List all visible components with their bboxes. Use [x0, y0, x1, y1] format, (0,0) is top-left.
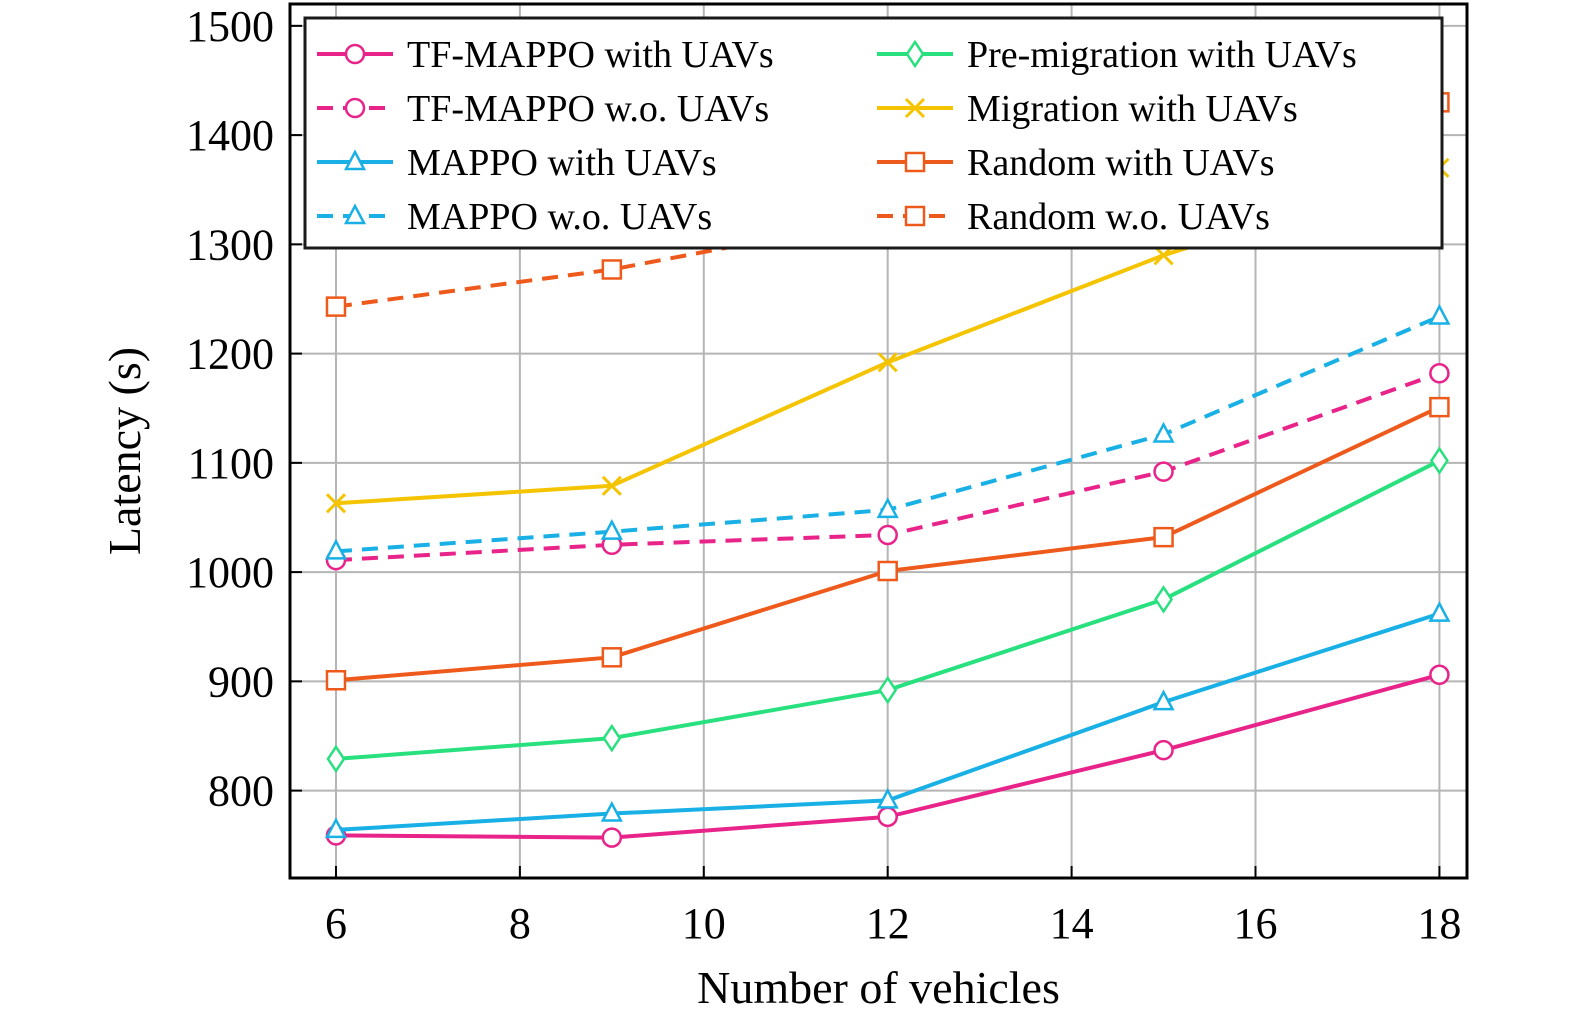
x-tick-label: 14 — [1050, 899, 1094, 948]
y-tick-label: 1400 — [186, 111, 274, 160]
legend-label: TF-MAPPO w.o. UAVs — [407, 88, 769, 130]
data-point — [601, 827, 623, 848]
legend-label: Migration with UAVs — [967, 88, 1298, 130]
legend-label: Random with UAVs — [967, 142, 1275, 184]
data-point — [600, 800, 623, 822]
data-point — [1429, 363, 1450, 384]
y-tick-label: 1500 — [186, 2, 274, 51]
legend-marker — [343, 203, 367, 225]
plot-frame — [288, 2, 1469, 880]
y-tick-label: 900 — [208, 657, 274, 706]
data-point — [876, 497, 899, 519]
data-point — [1153, 739, 1174, 761]
data-point — [1428, 600, 1451, 622]
data-point — [877, 560, 898, 582]
x-axis-title: Number of vehicles — [697, 962, 1060, 1013]
y-axis-title: Latency (s) — [99, 347, 150, 555]
data-point — [602, 723, 622, 753]
data-point — [1153, 461, 1174, 482]
legend-item: MAPPO w.o. UAVs — [317, 196, 712, 238]
legend-marker — [344, 97, 366, 119]
series-group — [324, 303, 1451, 560]
series-group — [326, 446, 1449, 774]
data-point — [324, 538, 348, 560]
data-point — [878, 675, 898, 705]
series-group — [324, 600, 1451, 839]
x-tick-label: 12 — [866, 899, 910, 948]
data-point — [876, 787, 899, 809]
legend-item: TF-MAPPO w.o. UAVs — [317, 88, 769, 130]
data-point — [324, 817, 348, 839]
data-point — [600, 519, 623, 540]
data-point — [1154, 585, 1174, 614]
x-tick-label: 6 — [325, 899, 347, 948]
legend-item: Random w.o. UAVs — [877, 196, 1270, 238]
legend: TF-MAPPO with UAVs TF-MAPPO w.o. UAVs MAPP… — [303, 16, 1444, 250]
legend-marker — [344, 43, 366, 65]
data-point — [1153, 526, 1174, 548]
x-tick-label: 16 — [1234, 899, 1278, 948]
legend-item: MAPPO with UAVs — [317, 142, 717, 184]
x-tick-label: 8 — [509, 899, 531, 948]
x-tick-label: 18 — [1417, 899, 1461, 948]
legend-marker — [904, 97, 926, 119]
axis-ticks: 6 8 10 12 14 16 18 800 900 1000 1100 1200 1300 1400 15… — [186, 2, 1461, 948]
legend-label: Random w.o. UAVs — [967, 196, 1270, 238]
legend-marker — [343, 149, 367, 171]
data-point — [1429, 396, 1450, 418]
legend-marker — [904, 151, 926, 173]
data-point — [601, 647, 623, 668]
y-tick-label: 800 — [208, 767, 274, 816]
x-tick-label: 10 — [682, 899, 726, 948]
data-point — [325, 493, 347, 514]
legend-marker — [904, 205, 926, 227]
y-tick-label: 1300 — [186, 220, 274, 269]
legend-item: TF-MAPPO with UAVs — [317, 34, 774, 76]
data-point — [1429, 446, 1449, 475]
legend-marker — [905, 39, 925, 69]
data-point — [877, 352, 898, 373]
data-point — [1152, 689, 1175, 711]
legend-label: TF-MAPPO with UAVs — [407, 34, 774, 76]
y-tick-label: 1200 — [186, 330, 274, 379]
legend-label: Pre-migration with UAVs — [967, 34, 1357, 76]
data-point — [325, 296, 347, 317]
legend-item: Pre-migration with UAVs — [877, 34, 1357, 76]
y-tick-label: 1000 — [186, 548, 274, 597]
data-point — [601, 475, 622, 496]
data-point — [1429, 664, 1450, 686]
legend-item: Migration with UAVs — [877, 88, 1298, 130]
legend-box — [303, 16, 1444, 250]
data-point — [326, 744, 346, 774]
legend-label: MAPPO with UAVs — [407, 142, 717, 184]
data-point — [877, 524, 898, 546]
data-point — [601, 259, 623, 280]
series-group — [325, 396, 1450, 691]
data-point — [1428, 303, 1451, 325]
legend-label: MAPPO w.o. UAVs — [407, 196, 712, 238]
data-point — [325, 670, 347, 691]
data-point — [877, 806, 898, 828]
y-tick-label: 1100 — [188, 439, 274, 488]
data-point — [1152, 421, 1175, 443]
legend-item: Random with UAVs — [877, 142, 1275, 184]
